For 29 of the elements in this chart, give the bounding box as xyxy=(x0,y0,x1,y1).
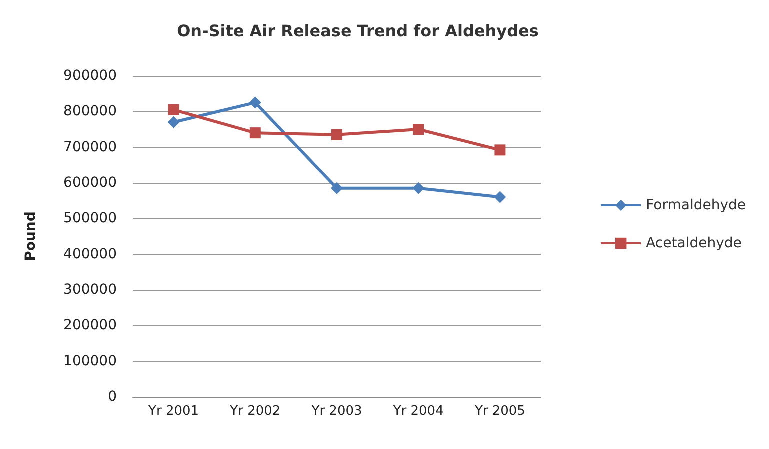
x-tick-label: Yr 2003 xyxy=(310,404,362,419)
point xyxy=(168,104,180,116)
y-tick-label: 0 xyxy=(108,389,117,405)
x-tick-label: Yr 2002 xyxy=(229,404,281,419)
point xyxy=(331,182,343,194)
y-tick-label: 100000 xyxy=(64,353,117,370)
legend-label: Acetaldehyde xyxy=(646,236,742,252)
point xyxy=(250,128,261,139)
point xyxy=(412,182,425,194)
y-tick-label: 300000 xyxy=(64,282,117,298)
point xyxy=(494,191,506,204)
y-tick-label: 200000 xyxy=(64,318,117,334)
point xyxy=(332,129,342,140)
point xyxy=(249,96,262,109)
y-tick-label: 500000 xyxy=(64,210,117,227)
point xyxy=(413,124,424,135)
y-tick-label: 400000 xyxy=(64,246,117,262)
x-tick-label: Yr 2005 xyxy=(474,404,526,419)
y-tick-label: 600000 xyxy=(64,175,117,191)
y-tick-label: 800000 xyxy=(64,104,117,120)
point xyxy=(494,144,506,156)
x-tick-label: Yr 2001 xyxy=(148,404,200,419)
point xyxy=(168,116,180,128)
chart-title: On-Site Air Release Trend for Aldehydes xyxy=(177,22,539,40)
legend-label: Formaldehyde xyxy=(646,198,746,214)
y-tick-label: 700000 xyxy=(64,139,117,156)
x-tick-label: Yr 2004 xyxy=(392,404,444,419)
y-axis-title: Pound xyxy=(23,212,39,262)
y-tick-label: 900000 xyxy=(64,68,117,84)
